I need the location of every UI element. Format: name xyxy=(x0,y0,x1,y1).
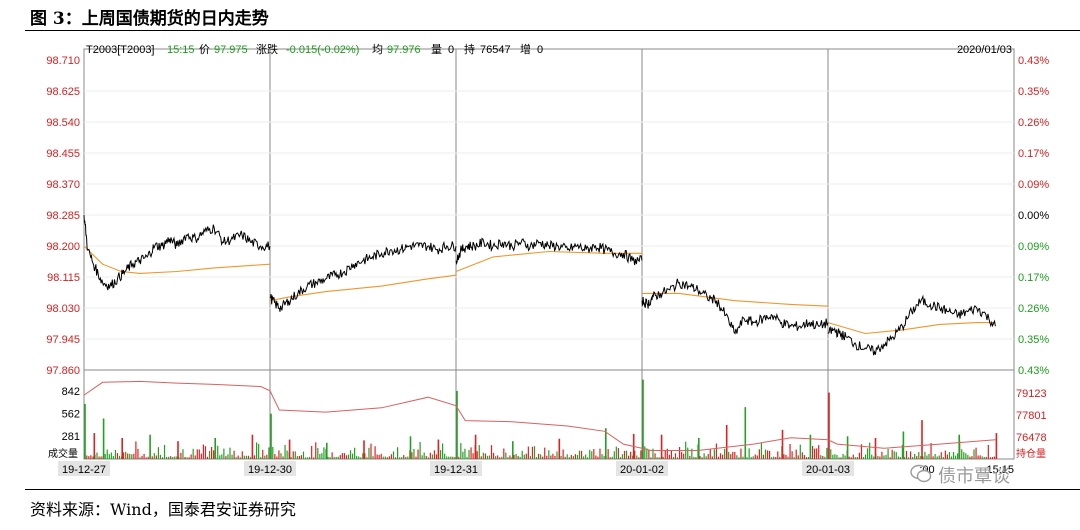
price-tick-label: 98.710 xyxy=(46,55,80,67)
x-tick-label: 19-12-31 xyxy=(434,464,478,476)
price-tick-label: 98.030 xyxy=(46,303,80,315)
oi-axis: 79123 77801 76478 xyxy=(1016,388,1047,444)
header-avg: 97.976 xyxy=(387,44,421,56)
intraday-chart: T2003[T2003] 15:15 价 97.975 涨跌 -0.015(-0… xyxy=(46,42,1049,476)
percent-tick-label: 0.17% xyxy=(1018,272,1049,284)
oi-tick-label: 77801 xyxy=(1016,410,1047,422)
header-date: 2020/01/03 xyxy=(957,44,1012,56)
x-tick-bg xyxy=(58,461,110,476)
percent-tick-label: 0.26% xyxy=(1018,117,1049,129)
price-tick-label: 98.200 xyxy=(46,241,80,253)
volume-tick-label: 281 xyxy=(62,431,80,443)
watermark: 债市覃谈 xyxy=(938,466,1010,487)
header-price: 97.975 xyxy=(214,44,248,56)
volume-bars xyxy=(84,379,998,459)
oi-tick-label: 79123 xyxy=(1016,388,1047,400)
title-rule xyxy=(25,30,1080,31)
x-tick-label: 15:15 xyxy=(986,464,1014,476)
x-tick-bg xyxy=(244,461,296,476)
average-price-line xyxy=(83,245,996,335)
price-path xyxy=(83,214,996,356)
header-avg-label: 均 xyxy=(372,43,383,56)
price-axis: 98.710 98.625 98.540 98.455 98.370 98.285 98.2… xyxy=(46,55,1014,377)
figure-title: 图 3：上周国债期货的日内走势 xyxy=(30,9,269,29)
header-vol-label: 量 xyxy=(431,43,442,56)
header-price-label: 价 xyxy=(199,43,210,56)
header-vol: 0 xyxy=(448,44,454,56)
price-tick-label: 98.285 xyxy=(46,210,80,222)
figure-source: 资料来源：Wind，国泰君安证券研究 xyxy=(30,500,296,519)
x-tick-label: 19-12-27 xyxy=(62,464,106,476)
header-change: -0.015(-0.02%) xyxy=(286,44,359,56)
header-oi-label: 持 xyxy=(464,42,475,56)
price-line xyxy=(83,214,996,356)
oi-tick-label: 76478 xyxy=(1016,432,1047,444)
day-dividers xyxy=(269,49,829,459)
source-rule xyxy=(25,489,1080,490)
header-inc-label: 增 xyxy=(520,42,531,56)
price-tick-label: 98.540 xyxy=(46,117,80,129)
header-oi: 76547 xyxy=(480,44,511,56)
price-tick-label: 98.455 xyxy=(46,148,80,160)
x-tick-bg xyxy=(430,461,482,476)
x-axis: 19-12-27 19-12-30 19-12-31 20-01-02 20-01-03… xyxy=(58,461,1014,476)
percent-tick-label: 0.35% xyxy=(1018,334,1049,346)
volume-axis: 842 562 281 xyxy=(62,386,80,443)
x-tick-bg xyxy=(802,461,854,476)
price-tick-label: 98.370 xyxy=(46,179,80,191)
price-tick-label: 97.945 xyxy=(46,334,80,346)
percent-tick-label: 0.35% xyxy=(1018,86,1049,98)
percent-tick-label: 0.00% xyxy=(1018,210,1049,222)
header-contract: T2003[T2003] xyxy=(86,44,155,56)
open-interest-path xyxy=(83,380,996,451)
chart-frame xyxy=(83,48,1015,460)
volume-axis-label: 成交量 xyxy=(48,447,78,460)
average-price-path xyxy=(83,245,996,335)
oi-axis-label: 持仓量 xyxy=(1016,447,1046,460)
header-time: 15:15 xyxy=(167,44,195,56)
x-tick-label: 20-01-03 xyxy=(806,464,850,476)
open-interest-line xyxy=(83,380,996,451)
percent-tick-label: 0.43% xyxy=(1018,365,1049,377)
percent-tick-label: 0.09% xyxy=(1018,179,1049,191)
price-tick-label: 97.860 xyxy=(46,365,80,377)
volume-tick-label: 562 xyxy=(62,408,80,420)
percent-tick-label: 0.17% xyxy=(1018,148,1049,160)
x-tick-bg xyxy=(616,461,668,476)
percent-axis: 0.43% 0.35% 0.26% 0.17% 0.09% 0.00% 0.09% 0.17%… xyxy=(1018,55,1049,377)
header-inc: 0 xyxy=(537,44,543,56)
header-change-label: 涨跌 xyxy=(256,42,278,56)
percent-tick-label: 0.26% xyxy=(1018,303,1049,315)
percent-tick-label: 0.09% xyxy=(1018,241,1049,253)
volume-tick-label: 842 xyxy=(62,386,80,398)
x-tick-label: 19-12-30 xyxy=(248,464,292,476)
price-tick-label: 98.625 xyxy=(46,86,80,98)
price-tick-label: 98.115 xyxy=(47,272,80,284)
percent-tick-label: 0.43% xyxy=(1018,55,1049,67)
wechat-icon xyxy=(910,464,932,483)
x-tick-label: 20-01-02 xyxy=(620,464,664,476)
